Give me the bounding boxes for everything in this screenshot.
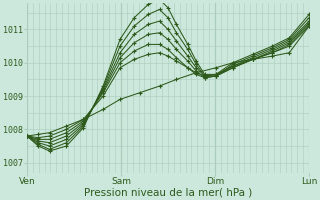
X-axis label: Pression niveau de la mer( hPa ): Pression niveau de la mer( hPa )	[84, 187, 252, 197]
